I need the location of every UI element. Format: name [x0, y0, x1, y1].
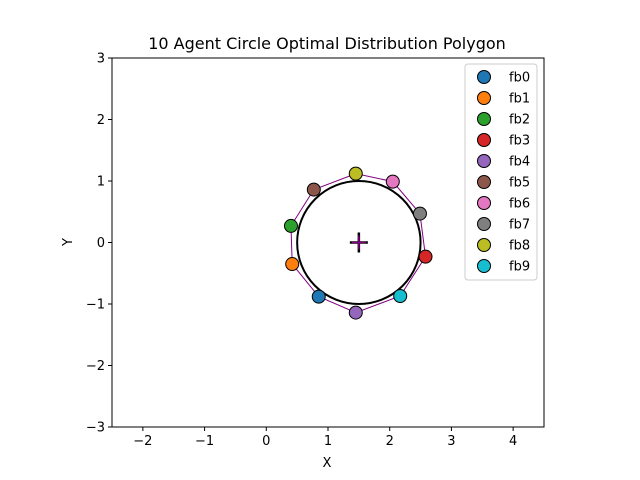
point-fb4: [348, 305, 363, 320]
center-marker: [349, 232, 368, 253]
x-tick-label: 1: [324, 434, 332, 449]
legend-label-fb2: fb2: [509, 113, 530, 128]
y-axis-label: Y: [61, 238, 76, 247]
x-axis-label: X: [323, 456, 332, 471]
y-tick-label: 3: [97, 52, 105, 67]
x-tick-label: −2: [133, 434, 152, 449]
legend-marker-fb3: [477, 133, 491, 147]
y-tick-label: 1: [97, 175, 105, 190]
legend: fb0 fb1 fb2 fb3 fb4 fb5 fb6 fb7 fb8 fb9: [464, 63, 538, 281]
legend-marker-fb0: [477, 70, 491, 84]
legend-label-fb5: fb5: [509, 176, 530, 191]
point-fb7: [412, 206, 427, 221]
legend-marker-fb9: [477, 259, 491, 273]
y-tick-label: 0: [97, 236, 105, 251]
point-fb5: [306, 182, 321, 197]
point-fb1: [285, 257, 300, 272]
x-tick-label: −1: [195, 434, 214, 449]
legend-label-fb8: fb8: [509, 239, 530, 254]
y-tick-label: −1: [86, 298, 105, 313]
point-fb3: [418, 249, 433, 264]
x-tick-label: 3: [447, 434, 455, 449]
x-tick-label: 0: [262, 434, 270, 449]
point-fb8: [348, 166, 363, 181]
legend-label-fb1: fb1: [509, 92, 530, 107]
legend-label-fb7: fb7: [509, 218, 530, 233]
point-fb2: [283, 218, 298, 233]
x-tick-label: 4: [509, 434, 517, 449]
y-tick-label: −2: [86, 359, 105, 374]
legend-label-fb3: fb3: [509, 134, 530, 149]
legend-marker-fb6: [477, 196, 491, 210]
reference-circle: [296, 180, 422, 305]
legend-label-fb4: fb4: [509, 155, 530, 170]
legend-label-fb0: fb0: [509, 71, 530, 86]
legend-marker-fb7: [477, 217, 491, 231]
axis-ticks: −2 −1 0 1 2 3 4 −3 −2 −1 0 1 2 3: [86, 52, 517, 450]
legend-label-fb6: fb6: [509, 197, 530, 212]
legend-label-fb9: fb9: [509, 260, 530, 275]
x-tick-label: 2: [386, 434, 394, 449]
legend-marker-fb5: [477, 175, 491, 189]
legend-marker-fb4: [477, 154, 491, 168]
y-tick-label: −3: [86, 421, 105, 436]
chart-title: 10 Agent Circle Optimal Distribution Pol…: [148, 34, 506, 53]
point-fb0: [311, 289, 326, 304]
point-fb6: [385, 174, 400, 189]
legend-marker-fb1: [477, 91, 491, 105]
y-tick-label: 2: [97, 113, 105, 128]
legend-marker-fb8: [477, 238, 491, 252]
legend-marker-fb2: [477, 112, 491, 126]
point-fb9: [393, 289, 408, 304]
